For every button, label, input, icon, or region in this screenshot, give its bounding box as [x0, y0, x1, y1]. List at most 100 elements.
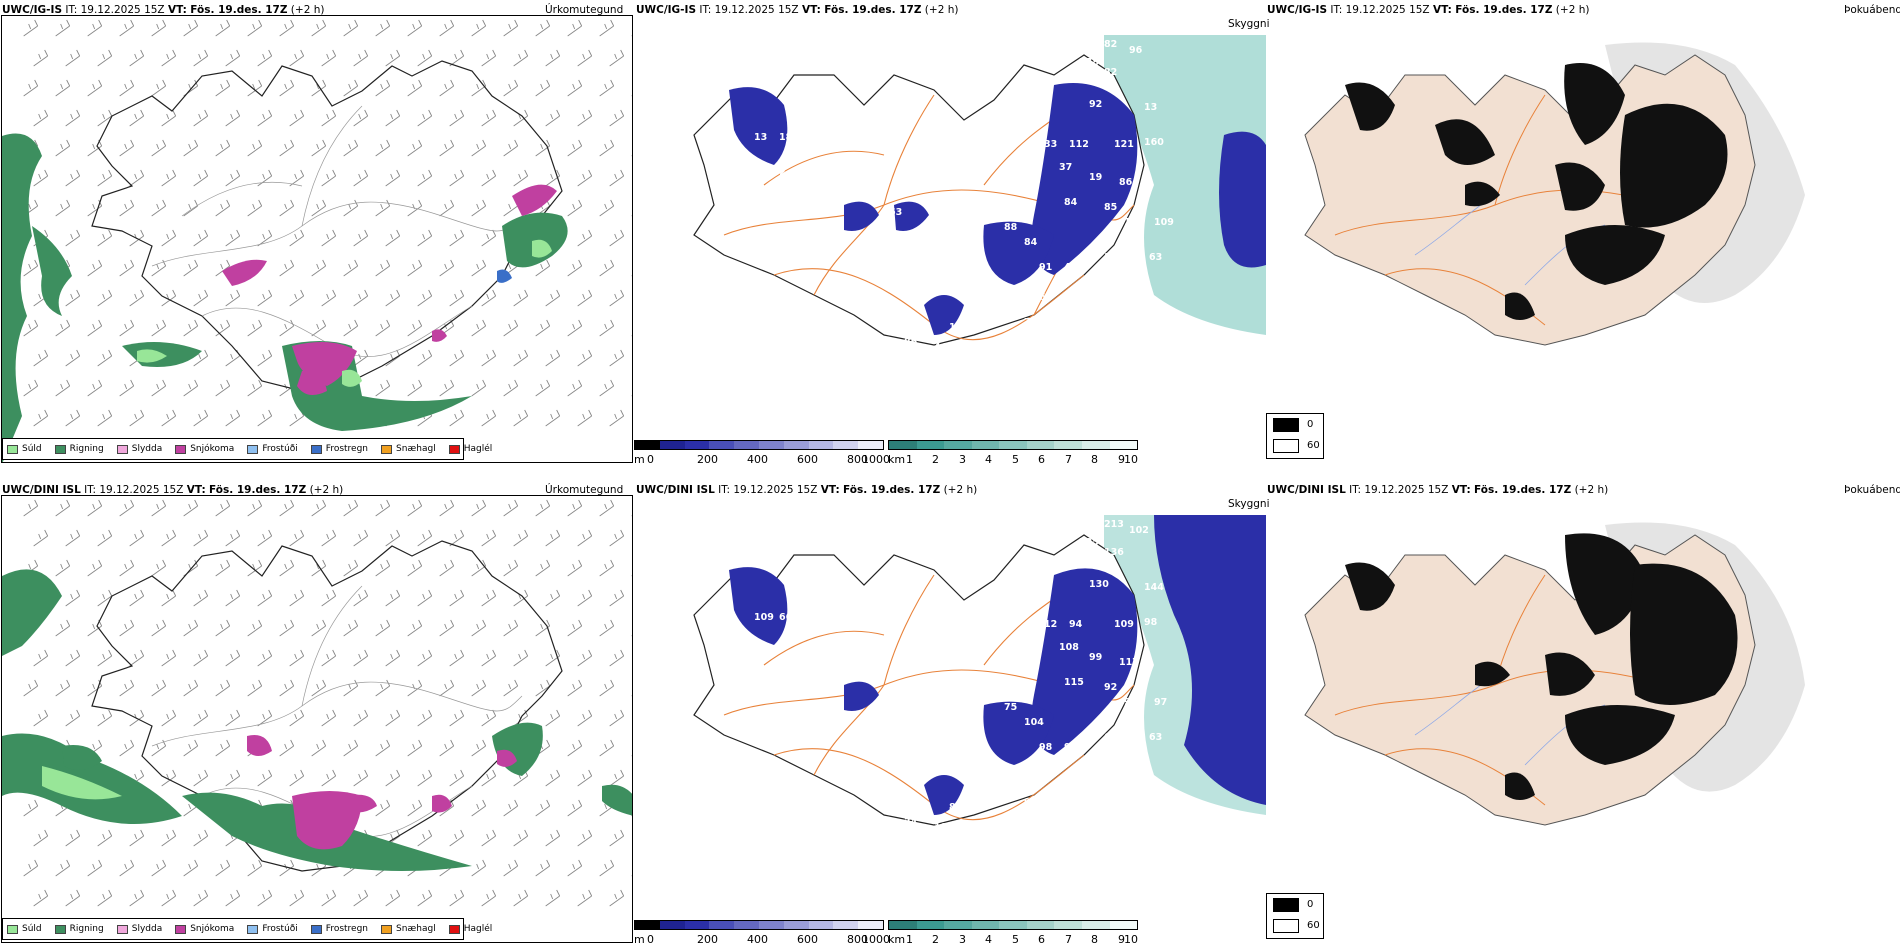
wind-barb: [247, 559, 263, 577]
wind-barb: [193, 889, 209, 907]
wind-barb: [183, 559, 199, 577]
wind-barb: [353, 889, 369, 907]
wind-barb: [385, 289, 401, 307]
wind-barb: [631, 335, 632, 337]
wind-barb: [631, 875, 632, 877]
wind-barb: [321, 169, 337, 187]
cloud-map-svg: 82 96 278 82 92 13 160 121 33 112 8 37 19 86 84 85 109 10…: [693, 35, 1266, 353]
wind-barb: [343, 79, 359, 97]
wind-barb: [471, 139, 487, 157]
wind-barb: [449, 109, 465, 127]
cloud-base-label: 8: [999, 137, 1006, 148]
precip-map-svg: [2, 19, 632, 462]
wind-barb: [407, 19, 423, 37]
wind-barb: [449, 169, 465, 187]
cbar-tick: 2: [932, 453, 939, 466]
wind-barb: [631, 275, 632, 277]
wind-barb: [279, 499, 295, 517]
legend-swatch: [7, 444, 18, 454]
wind-barb: [65, 589, 81, 607]
wind-barb: [247, 19, 263, 37]
cloud-areas: [729, 567, 1138, 815]
wind-barb: [311, 619, 327, 637]
wind-barb: [599, 559, 615, 577]
cloud-base-label: 84: [1024, 237, 1038, 248]
cbar-tick: 5: [1012, 453, 1019, 466]
wind-barb: [215, 19, 231, 37]
wind-barb: [417, 769, 433, 787]
cloud-base-label: 75: [814, 227, 827, 238]
wind-barb: [417, 529, 433, 547]
panel-title: Skyggni: [1228, 498, 1270, 510]
wind-barb: [407, 739, 423, 757]
cbar-tick: 4: [985, 453, 992, 466]
wind-barb: [577, 589, 593, 607]
wind-barb: [481, 229, 497, 247]
fog-legend-min: 0: [1307, 899, 1314, 910]
wind-barb: [449, 409, 465, 427]
cloud-base-label: 60: [1104, 732, 1118, 743]
wind-barb: [151, 739, 167, 757]
legend-swatch: [247, 444, 259, 454]
wind-barb: [567, 859, 583, 877]
it-value: 19.12.2025 15Z: [1364, 484, 1449, 496]
wind-barb: [503, 499, 519, 517]
wind-barb: [577, 289, 593, 307]
wind-barb: [129, 289, 145, 307]
cbar-tick: 8: [1091, 453, 1098, 466]
panel-header: UWC/IG-IS IT: 19.12.2025 15Z VT: Fös. 19…: [2, 4, 324, 16]
wind-barb: [193, 169, 209, 187]
wind-barb: [23, 319, 39, 337]
wind-barb: [513, 289, 529, 307]
wind-barb: [183, 679, 199, 697]
wind-barb: [599, 139, 615, 157]
wind-barb: [535, 379, 551, 397]
wind-barb: [449, 229, 465, 247]
ocean-cloud: [1154, 515, 1266, 805]
wind-barb: [417, 229, 433, 247]
wind-barb: [577, 169, 593, 187]
legend-item: Súld: [7, 924, 42, 934]
cbar-tick: 8: [1091, 933, 1098, 946]
wind-barb: [503, 619, 519, 637]
cbar-unit: km: [888, 453, 906, 466]
wind-barb: [567, 379, 583, 397]
wind-barb: [311, 79, 327, 97]
wind-barb: [481, 649, 497, 667]
wind-barb: [407, 379, 423, 397]
wind-barb: [407, 79, 423, 97]
wind-barb: [183, 259, 199, 277]
panel-header: UWC/DINI ISL IT: 19.12.2025 15Z VT: Fös.…: [636, 484, 977, 496]
legend-item: Snæhagl: [381, 444, 436, 454]
wind-barb: [257, 169, 273, 187]
cbar-tick: 10: [1124, 933, 1138, 946]
wind-barb: [353, 589, 369, 607]
wind-barb: [545, 409, 561, 427]
wind-barb: [311, 499, 327, 517]
wind-barb: [417, 649, 433, 667]
wind-barb: [129, 589, 145, 607]
legend-item: Rigning: [54, 444, 104, 454]
cloud-base-label: 88: [1004, 222, 1018, 233]
wind-barb: [161, 649, 177, 667]
wind-barb: [385, 229, 401, 247]
legend-swatch: [247, 924, 259, 934]
vt-label: VT:: [1451, 484, 1471, 496]
wind-barb: [503, 19, 519, 37]
wind-barb: [535, 499, 551, 517]
model-name: UWC/DINI ISL: [636, 484, 715, 496]
cloud-base-label: 86: [949, 802, 963, 813]
cloud-base-label: 19: [1089, 172, 1102, 183]
vt-value: Fös. 19.des. 17Z: [190, 4, 288, 16]
cloud-base-label: 53: [1104, 272, 1117, 283]
wind-barb: [87, 499, 103, 517]
wind-barb: [567, 199, 583, 217]
wind-barb: [599, 739, 615, 757]
wind-barb: [417, 169, 433, 187]
panel-title: Úrkomutegund: [545, 484, 624, 496]
wind-barb: [247, 679, 263, 697]
cloud-base-label: 86: [904, 337, 918, 348]
wind-barb: [471, 199, 487, 217]
legend-item: Súld: [7, 444, 42, 454]
wind-barb: [225, 109, 241, 127]
